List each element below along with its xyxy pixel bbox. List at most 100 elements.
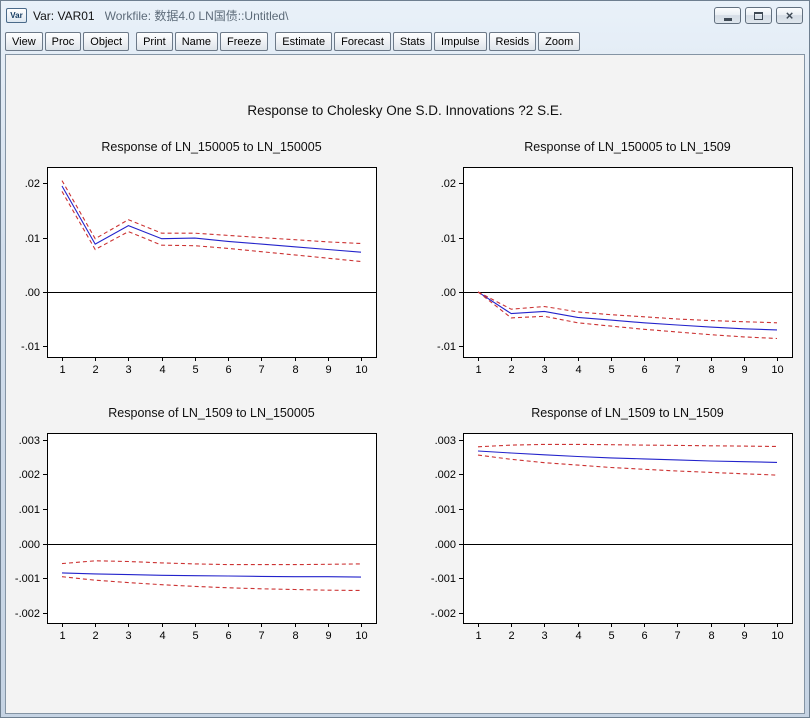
- toolbar-button-view[interactable]: View: [5, 32, 43, 51]
- svg-text:.002: .002: [435, 469, 456, 481]
- svg-text:.001: .001: [435, 504, 456, 516]
- svg-text:-.002: -.002: [15, 608, 40, 620]
- toolbar-button-proc[interactable]: Proc: [44, 32, 82, 51]
- maximize-icon: [754, 11, 763, 20]
- svg-text:-.001: -.001: [15, 573, 40, 585]
- svg-text:3: 3: [125, 630, 131, 642]
- svg-text:6: 6: [225, 364, 231, 376]
- toolbar-button-zoom[interactable]: Zoom: [538, 32, 581, 51]
- svg-text:7: 7: [258, 364, 264, 376]
- svg-text:1: 1: [59, 630, 65, 642]
- svg-text:7: 7: [674, 364, 680, 376]
- svg-text:9: 9: [741, 630, 747, 642]
- svg-text:.003: .003: [435, 435, 456, 447]
- svg-text:1: 1: [59, 364, 65, 376]
- toolbar-button-freeze[interactable]: Freeze: [220, 32, 269, 51]
- svg-text:.000: .000: [19, 539, 40, 551]
- subplot-response-2: Response of LN_150005 to LN_1509 .02 .01.…: [425, 140, 801, 380]
- svg-text:7: 7: [674, 630, 680, 642]
- svg-text:3: 3: [541, 630, 547, 642]
- subplot-response-3: Response of LN_1509 to LN_150005 .003 .00…: [9, 406, 385, 646]
- subplot-title-4: Response of LN_1509 to LN_1509: [531, 406, 724, 420]
- toolbar-group: View Proc Object: [5, 32, 130, 51]
- toolbar-button-resids[interactable]: Resids: [488, 32, 537, 51]
- window-controls: ×: [714, 7, 803, 24]
- svg-text:4: 4: [575, 364, 581, 376]
- svg-text:.00: .00: [25, 287, 40, 299]
- graph-client-area: Response to Cholesky One S.D. Innovation…: [5, 54, 805, 714]
- title-bar: Var Var: VAR01 Workfile: 数据4.0 LN国债::Unt…: [1, 1, 809, 29]
- impulse-response-chart-1[interactable]: .02 .01 .00 -.01 1 2 3 4 5 6 7 8 9 10: [9, 162, 385, 380]
- svg-text:5: 5: [192, 364, 198, 376]
- subplot-response-1: Response of LN_150005 to LN_150005 .02 .0…: [9, 140, 385, 380]
- svg-text:.003: .003: [19, 435, 40, 447]
- svg-text:4: 4: [159, 364, 165, 376]
- impulse-response-chart-4[interactable]: .003 .002 .001 .000 -.001 -.002 1 2 3 4 5 6 7 8 9 10: [425, 428, 801, 646]
- svg-text:1: 1: [475, 364, 481, 376]
- svg-text:.02: .02: [441, 178, 456, 190]
- chart-grid: Response of LN_150005 to LN_150005 .02 .0…: [6, 140, 804, 646]
- svg-text:10: 10: [771, 630, 783, 642]
- svg-text:9: 9: [325, 364, 331, 376]
- svg-text:-.01: -.01: [437, 341, 456, 353]
- svg-text:.01: .01: [25, 233, 40, 245]
- toolbar-button-name[interactable]: Name: [174, 32, 219, 51]
- toolbar-button-stats[interactable]: Stats: [392, 32, 432, 51]
- svg-text:-.002: -.002: [431, 608, 456, 620]
- subplot-title-1: Response of LN_150005 to LN_150005: [101, 140, 322, 154]
- svg-text:.001: .001: [19, 504, 40, 516]
- svg-text:.00: .00: [441, 287, 456, 299]
- subplot-title-2: Response of LN_150005 to LN_1509: [524, 140, 731, 154]
- svg-text:4: 4: [575, 630, 581, 642]
- svg-text:7: 7: [258, 630, 264, 642]
- impulse-response-chart-2[interactable]: .02 .01 .00 -.01 1 2 3 4 5 6 7 8 9 10: [425, 162, 801, 380]
- svg-text:.002: .002: [19, 469, 40, 481]
- toolbar-button-object[interactable]: Object: [83, 32, 130, 51]
- var-object-icon[interactable]: Var: [6, 8, 27, 23]
- svg-text:3: 3: [125, 364, 131, 376]
- svg-text:-.001: -.001: [431, 573, 456, 585]
- toolbar-group: Print Name Freeze: [136, 32, 269, 51]
- svg-text:8: 8: [708, 364, 714, 376]
- toolbar-group: Estimate Forecast Stats Impulse Resids Zoom: [275, 32, 581, 51]
- svg-text:.02: .02: [25, 178, 40, 190]
- svg-text:1: 1: [475, 630, 481, 642]
- toolbar-button-impulse[interactable]: Impulse: [433, 32, 487, 51]
- svg-text:8: 8: [292, 364, 298, 376]
- svg-text:2: 2: [92, 630, 98, 642]
- window-title: Var: VAR01: [33, 8, 95, 23]
- close-button[interactable]: ×: [776, 7, 803, 24]
- chart-main-title: Response to Cholesky One S.D. Innovation…: [247, 103, 563, 118]
- svg-text:8: 8: [708, 630, 714, 642]
- svg-text:6: 6: [641, 630, 647, 642]
- toolbar-button-forecast[interactable]: Forecast: [334, 32, 391, 51]
- svg-text:10: 10: [355, 630, 367, 642]
- close-icon: ×: [785, 7, 794, 23]
- svg-text:.000: .000: [435, 539, 456, 551]
- svg-text:-.01: -.01: [21, 341, 40, 353]
- minimize-button[interactable]: [714, 7, 741, 24]
- impulse-response-chart-3[interactable]: .003 .002 .001 .000 -.001 -.002 1 2 3 4 5 6 7 8 9 10: [9, 428, 385, 646]
- svg-text:6: 6: [225, 630, 231, 642]
- maximize-button[interactable]: [745, 7, 772, 24]
- svg-text:2: 2: [508, 630, 514, 642]
- svg-text:10: 10: [771, 364, 783, 376]
- svg-text:.01: .01: [441, 233, 456, 245]
- toolbar: View Proc Object Print Name Freeze Estimate For…: [1, 29, 809, 54]
- subplot-title-3: Response of LN_1509 to LN_150005: [108, 406, 315, 420]
- toolbar-button-print[interactable]: Print: [136, 32, 173, 51]
- svg-text:5: 5: [608, 630, 614, 642]
- svg-text:9: 9: [325, 630, 331, 642]
- svg-text:6: 6: [641, 364, 647, 376]
- subplot-response-4: Response of LN_1509 to LN_1509 .003 .002.…: [425, 406, 801, 646]
- toolbar-button-estimate[interactable]: Estimate: [275, 32, 333, 51]
- svg-text:4: 4: [159, 630, 165, 642]
- minimize-icon: [723, 17, 732, 21]
- svg-text:2: 2: [508, 364, 514, 376]
- svg-text:8: 8: [292, 630, 298, 642]
- window-subtitle: Workfile: 数据4.0 LN国债::Untitled\: [104, 9, 289, 23]
- svg-text:3: 3: [541, 364, 547, 376]
- svg-text:9: 9: [741, 364, 747, 376]
- svg-text:10: 10: [355, 364, 367, 376]
